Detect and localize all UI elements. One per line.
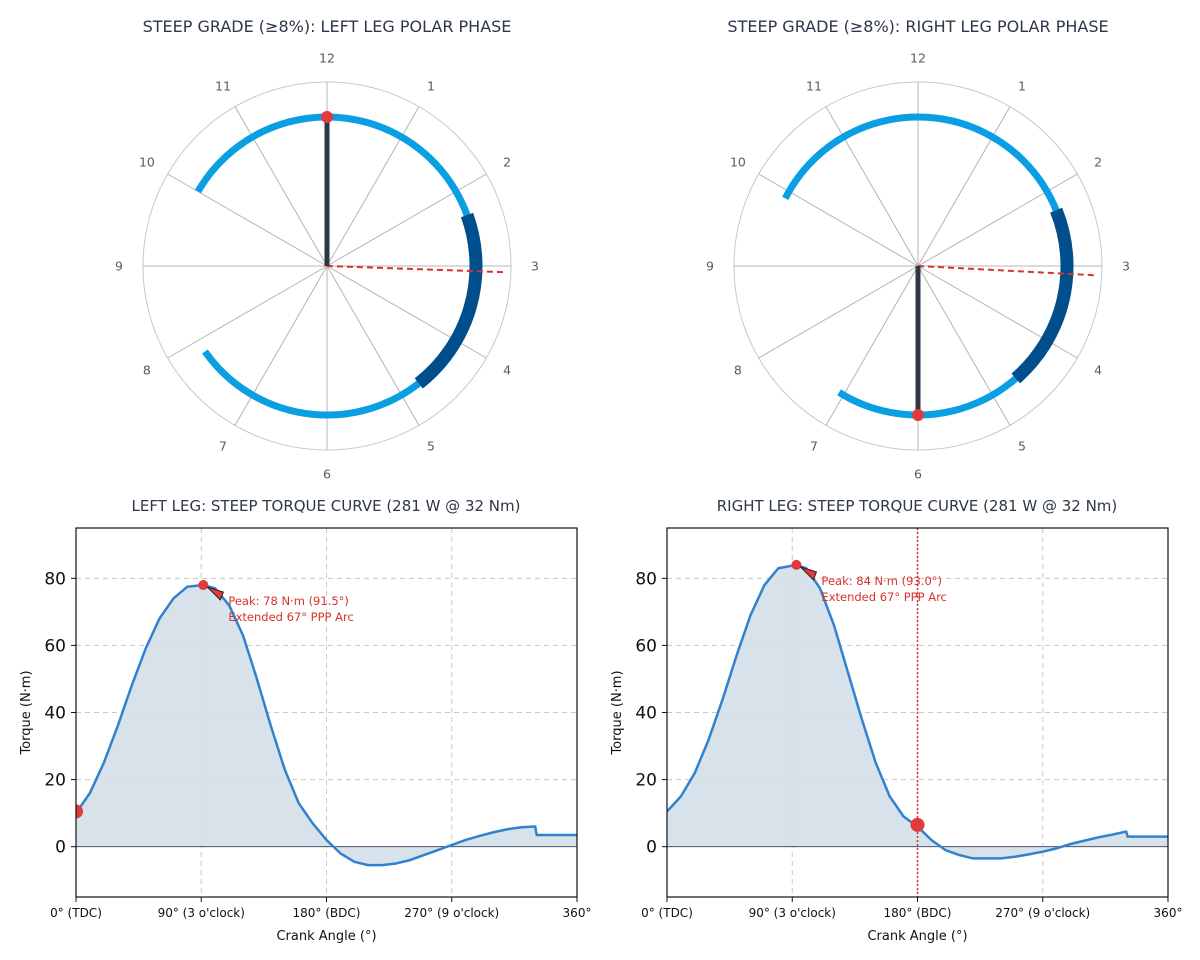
x-tick-label: 270° (9 o'clock) bbox=[995, 906, 1090, 920]
crank-marker bbox=[321, 111, 333, 123]
clock-label: 7 bbox=[219, 439, 227, 454]
clock-label: 12 bbox=[319, 51, 335, 66]
clock-label: 1 bbox=[427, 78, 435, 93]
x-tick-label: 90° (3 o'clock) bbox=[749, 906, 836, 920]
torque-curve bbox=[76, 583, 577, 867]
radial-gridline bbox=[917, 106, 1011, 267]
clock-label: 9 bbox=[706, 259, 714, 274]
polar-title: STEEP GRADE (≥8%): LEFT LEG POLAR PHASE bbox=[143, 17, 512, 36]
x-tick-label: 270° (9 o'clock) bbox=[404, 906, 499, 920]
annotation-arrow bbox=[206, 586, 224, 601]
clock-label: 10 bbox=[730, 155, 746, 170]
radial-gridline bbox=[825, 265, 919, 426]
peak-marker bbox=[198, 580, 209, 591]
clock-label: 6 bbox=[323, 467, 331, 482]
clock-label: 7 bbox=[810, 439, 818, 454]
radial-gridline bbox=[326, 106, 420, 267]
x-tick-label: 180° (BDC) bbox=[884, 906, 952, 920]
radial-gridline bbox=[234, 106, 328, 267]
left-polar-panel: STEEP GRADE (≥8%): LEFT LEG POLAR PHASE 1… bbox=[115, 17, 539, 482]
x-tick-label: 0° (TDC) bbox=[641, 906, 693, 920]
highlight-marker bbox=[910, 817, 925, 832]
y-tick-label: 60 bbox=[635, 636, 657, 656]
peak-power-phase-arc bbox=[1011, 207, 1074, 384]
clock-label: 8 bbox=[734, 363, 742, 378]
peak-annotation: Peak: 84 N·m (93.0°) bbox=[821, 574, 942, 588]
x-tick-label: 360° bbox=[1154, 906, 1183, 920]
radial-gridline bbox=[758, 265, 919, 359]
y-tick-label: 0 bbox=[55, 838, 66, 858]
clock-label: 1 bbox=[1018, 78, 1026, 93]
clock-label: 3 bbox=[1122, 259, 1130, 274]
y-tick-label: 80 bbox=[44, 569, 66, 589]
x-tick-label: 90° (3 o'clock) bbox=[158, 906, 245, 920]
y-axis-label: Torque (N·m) bbox=[19, 670, 34, 755]
radial-gridline bbox=[167, 173, 328, 267]
crank-marker bbox=[912, 409, 924, 421]
radial-gridline bbox=[917, 265, 1011, 426]
radial-gridline bbox=[917, 173, 1078, 267]
y-tick-label: 80 bbox=[635, 569, 657, 589]
torque-title: LEFT LEG: STEEP TORQUE CURVE (281 W @ 32… bbox=[131, 497, 520, 515]
y-axis-label: Torque (N·m) bbox=[610, 670, 625, 755]
radial-gridline bbox=[234, 265, 328, 426]
y-tick-label: 20 bbox=[44, 771, 66, 791]
radial-gridline bbox=[167, 265, 328, 359]
left-torque-panel: LEFT LEG: STEEP TORQUE CURVE (281 W @ 32… bbox=[19, 497, 591, 944]
plot-area bbox=[667, 528, 1168, 897]
x-tick-label: 180° (BDC) bbox=[293, 906, 361, 920]
y-tick-label: 40 bbox=[44, 704, 66, 724]
clock-label: 4 bbox=[1094, 363, 1102, 378]
y-tick-label: 20 bbox=[635, 771, 657, 791]
clock-label: 2 bbox=[1094, 155, 1102, 170]
clock-label: 11 bbox=[215, 78, 231, 93]
clock-label: 10 bbox=[139, 155, 155, 170]
clock-label: 5 bbox=[1018, 439, 1026, 454]
torque-fill bbox=[667, 564, 1168, 859]
peak-marker bbox=[791, 559, 802, 570]
radial-gridline bbox=[758, 173, 919, 267]
clock-label: 11 bbox=[806, 78, 822, 93]
clock-label: 9 bbox=[115, 259, 123, 274]
x-axis-label: Crank Angle (°) bbox=[276, 929, 376, 944]
torque-fill bbox=[76, 585, 577, 866]
y-tick-label: 40 bbox=[635, 704, 657, 724]
right-polar-panel: STEEP GRADE (≥8%): RIGHT LEG POLAR PHASE… bbox=[706, 17, 1130, 482]
annotation-arrow bbox=[800, 566, 818, 581]
clock-label: 4 bbox=[503, 363, 511, 378]
highlight-marker bbox=[76, 804, 83, 819]
plot-area bbox=[76, 583, 577, 867]
peak-annotation: Extended 67° PPP Arc bbox=[821, 590, 946, 604]
x-tick-label: 360° bbox=[563, 906, 592, 920]
torque-title: RIGHT LEG: STEEP TORQUE CURVE (281 W @ 3… bbox=[717, 497, 1118, 515]
peak-annotation: Peak: 78 N·m (91.5°) bbox=[228, 594, 349, 608]
polar-title: STEEP GRADE (≥8%): RIGHT LEG POLAR PHASE bbox=[727, 17, 1108, 36]
torque-curve bbox=[667, 563, 1168, 860]
y-tick-label: 0 bbox=[646, 838, 657, 858]
y-tick-label: 60 bbox=[44, 636, 66, 656]
radial-gridline bbox=[326, 173, 487, 267]
clock-label: 2 bbox=[503, 155, 511, 170]
radial-gridline bbox=[825, 106, 919, 267]
clock-label: 8 bbox=[143, 363, 151, 378]
clock-label: 3 bbox=[531, 259, 539, 274]
x-tick-label: 0° (TDC) bbox=[50, 906, 102, 920]
clock-label: 12 bbox=[910, 51, 926, 66]
peak-annotation: Extended 67° PPP Arc bbox=[228, 610, 353, 624]
clock-label: 5 bbox=[427, 439, 435, 454]
right-torque-panel: RIGHT LEG: STEEP TORQUE CURVE (281 W @ 3… bbox=[610, 497, 1182, 944]
peak-power-phase-arc bbox=[414, 212, 483, 389]
radial-gridline bbox=[326, 265, 420, 426]
x-axis-label: Crank Angle (°) bbox=[867, 929, 967, 944]
clock-label: 6 bbox=[914, 467, 922, 482]
